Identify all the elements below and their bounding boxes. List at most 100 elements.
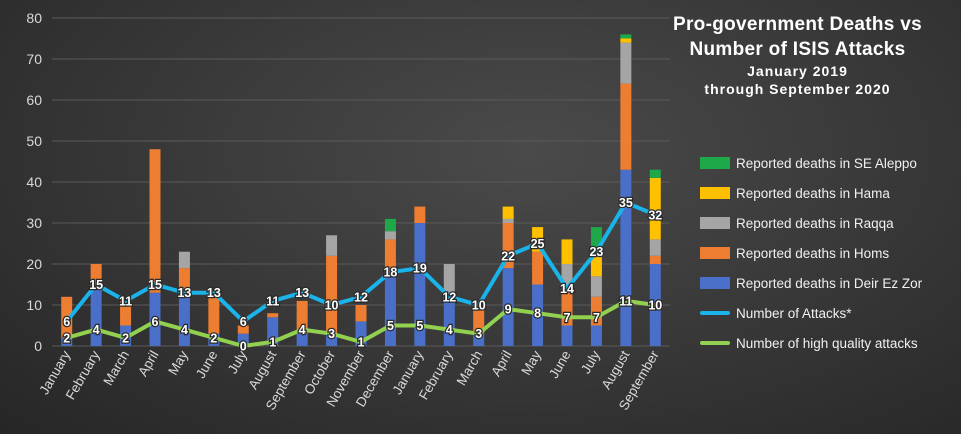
x-tick-label: March <box>454 348 486 388</box>
legend: Reported deaths in SE Aleppo Reported de… <box>700 148 955 358</box>
data-label: 9 <box>505 303 512 317</box>
legend-label-homs: Reported deaths in Homs <box>736 245 890 261</box>
legend-label-hama: Reported deaths in Hama <box>736 185 890 201</box>
chart-title: Pro-government Deaths vs Number of ISIS … <box>640 12 955 98</box>
bar-segment <box>502 206 514 219</box>
data-label: 2 <box>210 331 217 345</box>
data-label: 18 <box>383 266 397 280</box>
data-label: 15 <box>89 278 103 292</box>
bar-segment <box>237 325 249 334</box>
x-tick-label: April <box>135 348 161 379</box>
data-label: 4 <box>299 323 306 337</box>
x-tick-label: May <box>165 348 191 378</box>
data-label: 15 <box>148 278 162 292</box>
bar-segment <box>61 337 73 346</box>
bar-segment <box>90 264 102 289</box>
y-tick-label: 50 <box>26 133 42 149</box>
bar-segment <box>561 239 573 264</box>
title-line-1: Pro-government Deaths vs <box>673 14 922 35</box>
bar-segment <box>443 264 455 297</box>
bar-segment <box>590 276 602 297</box>
data-label: 35 <box>619 196 633 210</box>
bar-segment <box>178 268 190 289</box>
bar-stack-group <box>61 34 661 346</box>
bar-segment <box>237 333 249 346</box>
bar-segment <box>384 231 396 240</box>
legend-swatch-deir <box>700 277 730 289</box>
bar-segment <box>532 284 544 346</box>
x-tick-label: May <box>518 348 544 378</box>
data-label: 0 <box>240 340 247 354</box>
bar-segment <box>502 223 514 269</box>
bar-segment <box>267 317 279 346</box>
data-label: 6 <box>63 315 70 329</box>
y-axis-ticks: 0 10 20 30 40 50 60 70 80 <box>26 10 42 354</box>
legend-line-hq <box>700 341 730 345</box>
x-tick-label: March <box>100 348 132 388</box>
bar-segment <box>384 218 396 232</box>
bar-segment <box>561 264 573 293</box>
bar-segment <box>384 239 396 273</box>
y-tick-label: 70 <box>26 51 42 67</box>
bar-segment <box>149 149 161 293</box>
bar-segment <box>502 218 514 223</box>
legend-item-deir: Reported deaths in Deir Ez Zor <box>700 268 955 298</box>
data-label: 2 <box>63 331 70 345</box>
bar-segment <box>414 206 426 223</box>
line-series-group <box>64 200 658 348</box>
x-tick-label: June <box>193 348 221 381</box>
series-line <box>64 200 658 324</box>
data-label: 6 <box>240 315 247 329</box>
bar-segment <box>502 268 514 346</box>
data-label: 10 <box>648 299 662 313</box>
bar-segment <box>355 305 367 322</box>
data-label: 10 <box>472 299 486 313</box>
data-label: 11 <box>266 294 279 308</box>
bar-segment <box>296 300 308 334</box>
legend-item-hq: Number of high quality attacks <box>700 328 955 358</box>
y-tick-label: 60 <box>26 92 42 108</box>
data-label: 7 <box>564 311 571 325</box>
data-label: 4 <box>446 323 453 337</box>
bar-segment <box>532 227 544 252</box>
data-label: 3 <box>328 327 335 341</box>
data-label: 1 <box>269 335 276 349</box>
bar-segment <box>384 272 396 346</box>
bar-segment <box>326 235 338 256</box>
legend-item-hama: Reported deaths in Hama <box>700 178 955 208</box>
title-line-2: Number of ISIS Attacks <box>689 39 906 60</box>
data-label: 6 <box>152 315 159 329</box>
legend-item-homs: Reported deaths in Homs <box>700 238 955 268</box>
bar-segment <box>561 325 573 346</box>
legend-swatch-aleppo <box>700 157 730 169</box>
bar-segment <box>620 42 632 84</box>
bar-segment <box>443 300 455 346</box>
data-label: 4 <box>93 323 100 337</box>
bar-segment <box>620 34 632 39</box>
legend-label-deir: Reported deaths in Deir Ez Zor <box>736 275 923 291</box>
bar-segment <box>649 169 661 178</box>
bar-segment <box>149 292 161 346</box>
subtitle-line-2: through September 2020 <box>704 81 891 97</box>
y-tick-label: 80 <box>26 10 42 26</box>
legend-swatch-homs <box>700 247 730 259</box>
data-label: 32 <box>648 208 662 222</box>
subtitle-line-1: January 2019 <box>747 63 848 79</box>
data-label: 3 <box>475 327 482 341</box>
bar-segment <box>326 333 338 346</box>
data-label: 13 <box>177 286 191 300</box>
bar-segment <box>620 83 632 170</box>
legend-label-raqqa: Reported deaths in Raqqa <box>736 215 894 231</box>
legend-label-hq: Number of high quality attacks <box>736 335 918 351</box>
data-label: 14 <box>560 282 574 296</box>
bar-segment <box>590 296 602 326</box>
data-label: 5 <box>387 319 394 333</box>
bar-segment <box>178 288 190 346</box>
legend-swatch-raqqa <box>700 217 730 229</box>
data-label: 1 <box>358 335 365 349</box>
bar-segment <box>414 223 426 346</box>
data-label: 11 <box>119 294 132 308</box>
